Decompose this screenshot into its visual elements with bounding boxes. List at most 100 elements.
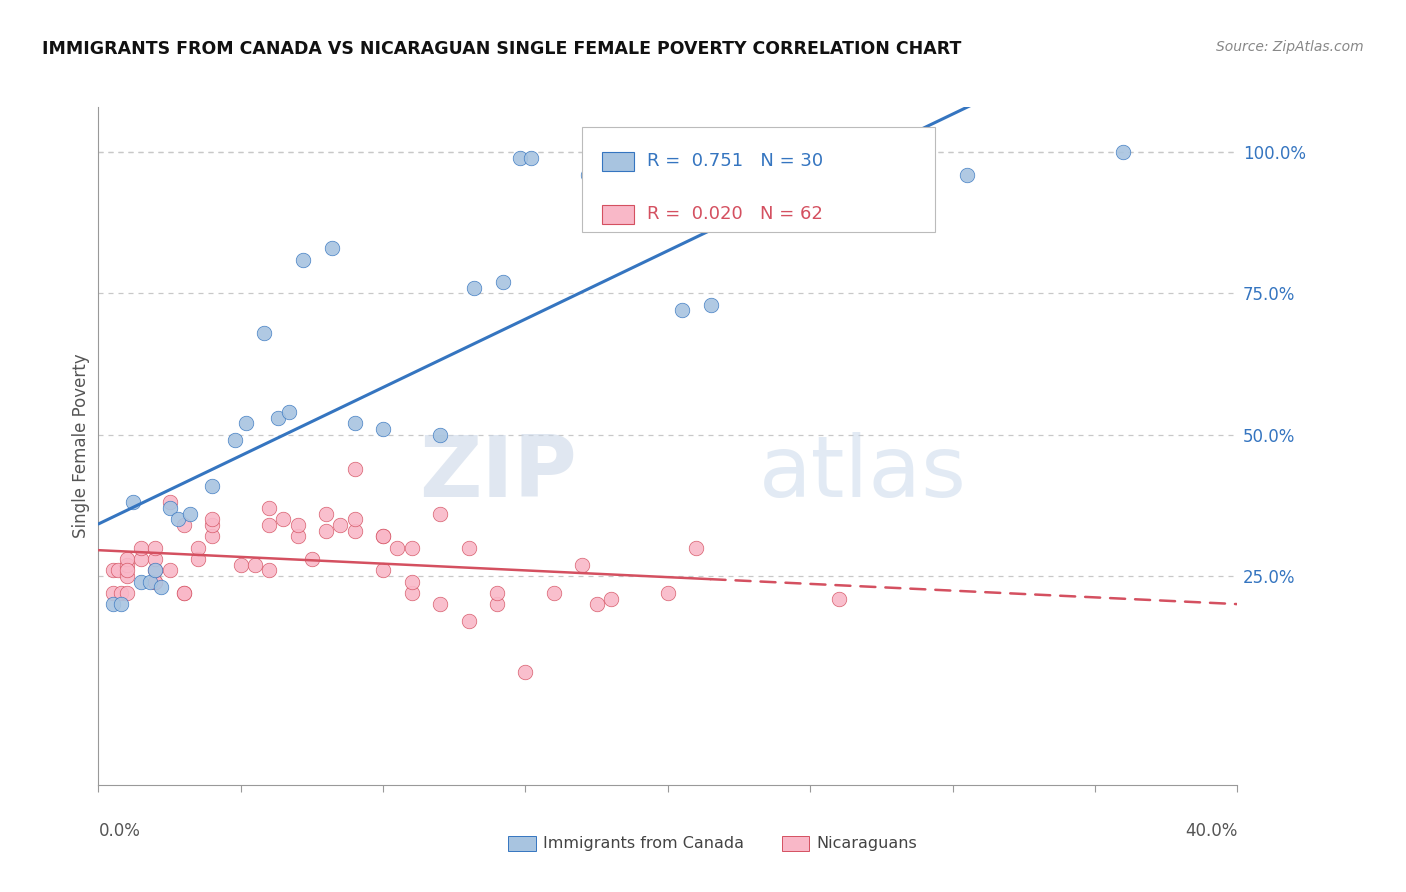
Point: [373, 422, 395, 436]
Point: [201, 518, 224, 533]
Point: [259, 563, 281, 577]
Point: [287, 518, 309, 533]
Text: 0.0%: 0.0%: [98, 822, 141, 839]
Point: [201, 512, 224, 526]
Point: [159, 495, 181, 509]
Text: R =  0.020   N = 62: R = 0.020 N = 62: [647, 205, 824, 223]
Point: [121, 495, 143, 509]
Point: [321, 241, 343, 255]
Point: [671, 303, 693, 318]
Point: [110, 597, 132, 611]
Point: [492, 275, 515, 289]
Y-axis label: Single Female Poverty: Single Female Poverty: [72, 354, 90, 538]
Point: [145, 563, 167, 577]
Point: [576, 168, 599, 182]
Point: [259, 518, 281, 533]
Point: [101, 586, 124, 600]
Text: IMMIGRANTS FROM CANADA VS NICARAGUAN SINGLE FEMALE POVERTY CORRELATION CHART: IMMIGRANTS FROM CANADA VS NICARAGUAN SIN…: [42, 40, 962, 58]
Text: Source: ZipAtlas.com: Source: ZipAtlas.com: [1216, 40, 1364, 54]
Text: Immigrants from Canada: Immigrants from Canada: [543, 837, 744, 852]
Point: [1112, 145, 1135, 160]
Text: ZIP: ZIP: [419, 432, 576, 515]
Point: [343, 461, 366, 475]
Point: [509, 151, 531, 165]
Point: [145, 574, 167, 589]
Point: [187, 552, 209, 566]
Point: [429, 597, 451, 611]
Point: [107, 563, 129, 577]
Point: [685, 541, 707, 555]
Point: [401, 541, 423, 555]
Point: [486, 586, 509, 600]
FancyBboxPatch shape: [602, 204, 634, 224]
Point: [315, 507, 337, 521]
Point: [243, 558, 266, 572]
Point: [457, 541, 479, 555]
Point: [543, 586, 565, 600]
FancyBboxPatch shape: [782, 837, 808, 851]
Point: [201, 529, 224, 543]
Point: [273, 512, 295, 526]
Point: [159, 501, 181, 516]
Point: [287, 529, 309, 543]
Point: [235, 417, 257, 431]
Point: [463, 281, 485, 295]
Point: [585, 597, 607, 611]
Point: [129, 574, 152, 589]
Point: [292, 252, 315, 267]
Point: [571, 558, 593, 572]
Point: [173, 518, 195, 533]
Point: [315, 524, 337, 538]
Point: [115, 569, 138, 583]
Point: [387, 541, 409, 555]
Point: [429, 507, 451, 521]
Point: [373, 563, 395, 577]
Point: [828, 591, 851, 606]
Point: [110, 586, 132, 600]
Point: [278, 405, 301, 419]
Point: [252, 326, 274, 340]
Point: [101, 597, 124, 611]
Point: [138, 574, 160, 589]
Text: R =  0.751   N = 30: R = 0.751 N = 30: [647, 153, 824, 170]
Point: [115, 563, 138, 577]
Point: [267, 410, 290, 425]
Point: [520, 151, 543, 165]
Point: [457, 614, 479, 628]
Point: [129, 541, 152, 555]
Point: [373, 529, 395, 543]
Point: [145, 552, 167, 566]
Point: [224, 434, 246, 448]
Point: [956, 168, 979, 182]
Point: [150, 580, 173, 594]
Point: [115, 586, 138, 600]
Point: [657, 586, 679, 600]
Point: [201, 478, 224, 492]
Point: [329, 518, 352, 533]
Point: [167, 512, 190, 526]
Text: atlas: atlas: [759, 432, 967, 515]
Text: Nicaraguans: Nicaraguans: [815, 837, 917, 852]
Point: [699, 298, 721, 312]
Point: [145, 541, 167, 555]
Point: [301, 552, 323, 566]
Point: [129, 552, 152, 566]
Point: [145, 574, 167, 589]
Point: [229, 558, 252, 572]
Point: [159, 563, 181, 577]
Point: [101, 563, 124, 577]
Point: [401, 574, 423, 589]
Point: [173, 586, 195, 600]
FancyBboxPatch shape: [582, 128, 935, 233]
Point: [343, 524, 366, 538]
Point: [429, 427, 451, 442]
Point: [343, 417, 366, 431]
Point: [515, 665, 537, 679]
Point: [115, 552, 138, 566]
Point: [187, 541, 209, 555]
FancyBboxPatch shape: [602, 152, 634, 170]
Point: [373, 529, 395, 543]
Point: [179, 507, 201, 521]
Point: [259, 501, 281, 516]
Point: [115, 558, 138, 572]
